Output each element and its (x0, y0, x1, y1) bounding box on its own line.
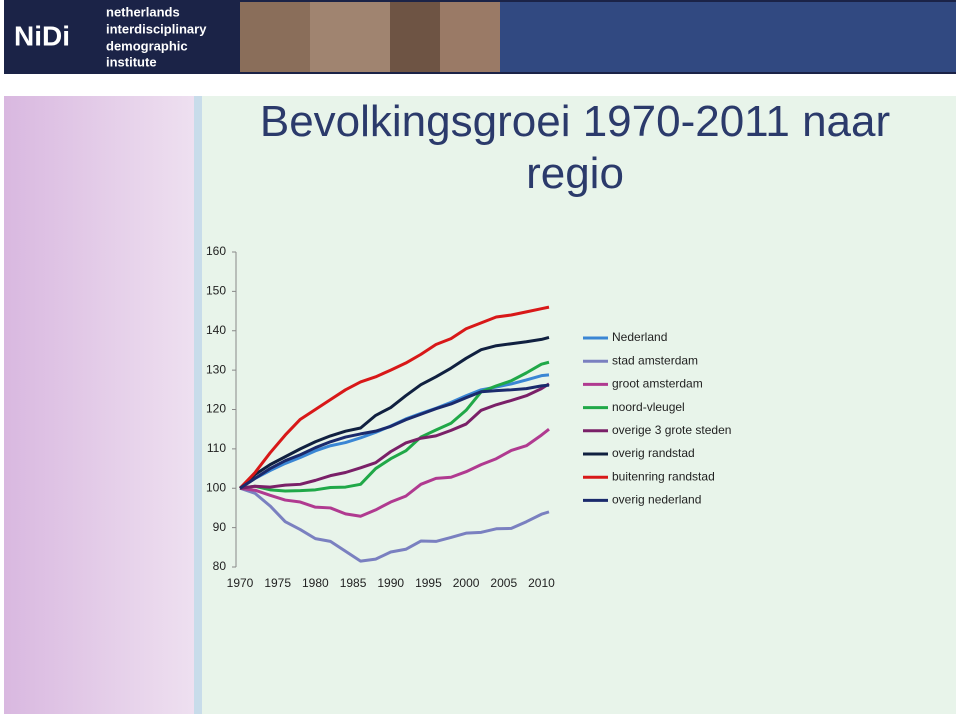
institute-line: netherlands (106, 4, 180, 19)
institute-line: interdisciplinary (106, 21, 207, 36)
chart-title: Bevolkingsgroei 1970-2011 naar regio (259, 97, 891, 198)
legend-label: groot amsterdam (612, 377, 703, 391)
legend-label: buitenring randstad (612, 469, 715, 483)
x-tick-label: 1970 (227, 576, 254, 590)
series-line (239, 383, 550, 490)
y-tick-label: 140 (206, 323, 226, 337)
x-tick-label: 2000 (453, 576, 480, 590)
content-area (202, 96, 956, 714)
y-tick-label: 160 (206, 244, 226, 258)
y-tick-label: 110 (207, 441, 226, 455)
photo-fade (500, 2, 956, 72)
series-line (239, 428, 550, 518)
x-tick-label: 1995 (415, 576, 442, 590)
institute-line: institute (106, 54, 157, 69)
legend-label: overig randstad (612, 446, 695, 460)
series-line (239, 360, 550, 493)
y-tick-label: 80 (213, 559, 227, 573)
x-tick-label: 1990 (377, 576, 404, 590)
photo (440, 2, 500, 72)
x-tick-label: 1980 (302, 576, 329, 590)
x-tick-label: 2010 (528, 576, 555, 590)
y-tick-label: 90 (213, 520, 227, 534)
photo (390, 2, 440, 72)
series-line (239, 382, 550, 490)
series-line (238, 305, 550, 490)
legend-label: stad amsterdam (612, 353, 698, 367)
legend-label: overig nederland (612, 493, 701, 507)
x-tick-label: 1985 (340, 576, 367, 590)
y-tick-label: 120 (206, 402, 226, 416)
y-tick-label: 100 (206, 480, 226, 494)
series-line (239, 486, 550, 563)
legend-label: Nederland (612, 330, 667, 344)
institute-line: demographic (106, 38, 188, 53)
x-tick-label: 1975 (264, 576, 291, 590)
gap (4, 74, 956, 96)
legend-label: noord-vleugel (612, 400, 685, 414)
y-tick-label: 150 (206, 284, 226, 298)
y-tick-label: 130 (206, 362, 226, 376)
side-strip (194, 96, 202, 714)
photo (240, 2, 310, 72)
x-tick-label: 2005 (490, 576, 517, 590)
side-panel (4, 74, 194, 714)
series-line (238, 335, 550, 490)
logo: NiDi (14, 20, 70, 51)
photo (310, 2, 390, 72)
legend-label: overige 3 grote steden (612, 423, 731, 437)
